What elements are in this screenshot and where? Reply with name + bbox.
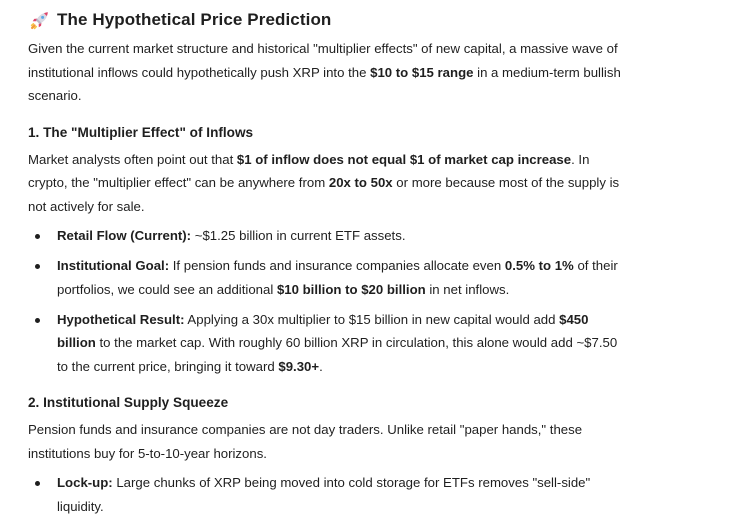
section1-text-2: . In crypto, the "multiplier effect" can… <box>28 151 590 191</box>
bullet-label: Institutional Goal: <box>57 258 170 273</box>
bullet-text: to the market cap. With roughly 60 billi… <box>57 335 618 374</box>
bullet-highlight: $9.30+ <box>278 358 320 374</box>
bullet-highlight: $450 billion <box>57 311 589 351</box>
bullet-text: . <box>319 358 323 374</box>
bullet-highlight: 0.5% to 1% <box>504 258 574 273</box>
bullet-dot-icon <box>35 234 40 239</box>
rocket-icon <box>30 10 50 30</box>
bullet-text: If pension funds and insurance companies… <box>169 258 505 273</box>
list-item: Institutional Goal: If pension funds and… <box>28 254 628 301</box>
title-row: The Hypothetical Price Prediction <box>28 10 628 30</box>
section-heading-multiplier: 1. The "Multiplier Effect" of Inflows <box>28 124 254 140</box>
bullet-text: Applying a 30x multiplier to $15 billion… <box>184 311 560 327</box>
intro-text-1: Given the current market structure and h… <box>28 41 618 80</box>
bullet-dot-icon <box>35 481 40 486</box>
page-title: The Hypothetical Price Prediction <box>57 10 332 29</box>
bullet-label: Lock-up: <box>57 475 113 490</box>
intro-text-2: in a medium-term bullish scenario. <box>28 64 621 104</box>
section1-text-1: Market analysts often point out that <box>28 151 237 167</box>
bullet-label: Retail Flow (Current): <box>57 228 192 243</box>
section2-paragraph: Pension funds and insurance companies ar… <box>28 422 583 461</box>
section1-highlight-1: $1 of inflow does not equal $1 of market… <box>236 151 572 167</box>
bullet-dot-icon <box>35 317 40 323</box>
bullet-text: Large chunks of XRP being moved into col… <box>57 475 591 514</box>
bullet-text: ~$1.25 billion in current ETF assets. <box>191 228 406 243</box>
list-item: Retail Flow (Current): ~$1.25 billion in… <box>28 224 628 248</box>
bullet-text: of their portfolios, we could see an add… <box>57 258 618 297</box>
section1-text-3: or more because most of the supply is no… <box>28 175 620 214</box>
bullet-highlight: $10 billion to $20 billion <box>276 281 426 297</box>
intro-highlight: $10 to $15 range <box>370 64 474 80</box>
bullet-label: Hypothetical Result: <box>57 311 185 327</box>
section2-bullet-list: Lock-up: Large chunks of XRP being moved… <box>28 471 628 518</box>
section1-paragraph: Market analysts often point out that $1 … <box>28 148 628 219</box>
section1-bullet-list: Retail Flow (Current): ~$1.25 billion in… <box>28 224 628 378</box>
section-heading-supply-squeeze: 2. Institutional Supply Squeeze <box>28 395 229 410</box>
list-item: Hypothetical Result: Applying a 30x mult… <box>28 308 628 379</box>
list-item: Lock-up: Large chunks of XRP being moved… <box>28 471 628 518</box>
document: The Hypothetical Price Prediction Given … <box>28 10 628 518</box>
bullet-dot-icon <box>35 264 40 269</box>
section1-highlight-2: 20x to 50x <box>328 175 393 190</box>
intro-paragraph: Given the current market structure and h… <box>28 37 628 108</box>
bullet-text: in net inflows. <box>425 281 510 297</box>
